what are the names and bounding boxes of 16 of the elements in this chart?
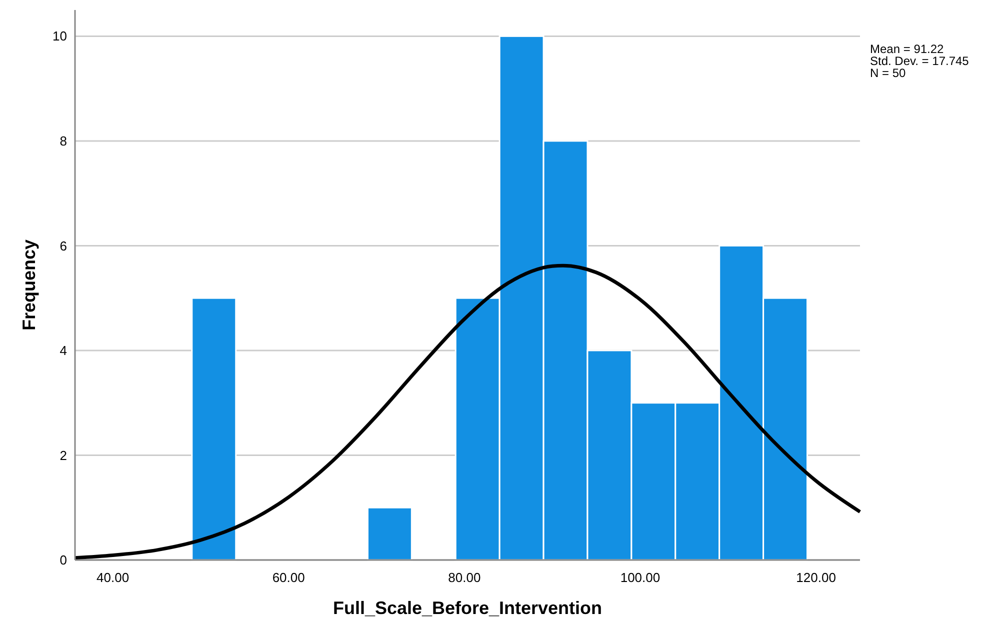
x-axis-title: Full_Scale_Before_Intervention [332, 598, 602, 618]
y-tick-label: 4 [60, 343, 67, 358]
x-tick-label: 120.00 [796, 570, 836, 585]
x-tick-label: 60.00 [272, 570, 305, 585]
x-tick-label: 40.00 [96, 570, 130, 585]
y-tick-label: 6 [60, 238, 67, 254]
y-tick-label: 10 [52, 28, 67, 44]
text: Mean = 91.22 [870, 42, 944, 56]
y-tick-label: 2 [60, 448, 67, 463]
y-tick-label: 0 [60, 552, 67, 568]
y-axis-title: Frequency [19, 239, 39, 331]
x-tick-label: 100.00 [620, 570, 660, 585]
text: N = 50 [870, 66, 906, 80]
x-tick-label: 80.00 [448, 570, 481, 585]
y-tick-label: 8 [60, 134, 67, 148]
text: Std. Dev. = 17.745 [870, 54, 970, 68]
